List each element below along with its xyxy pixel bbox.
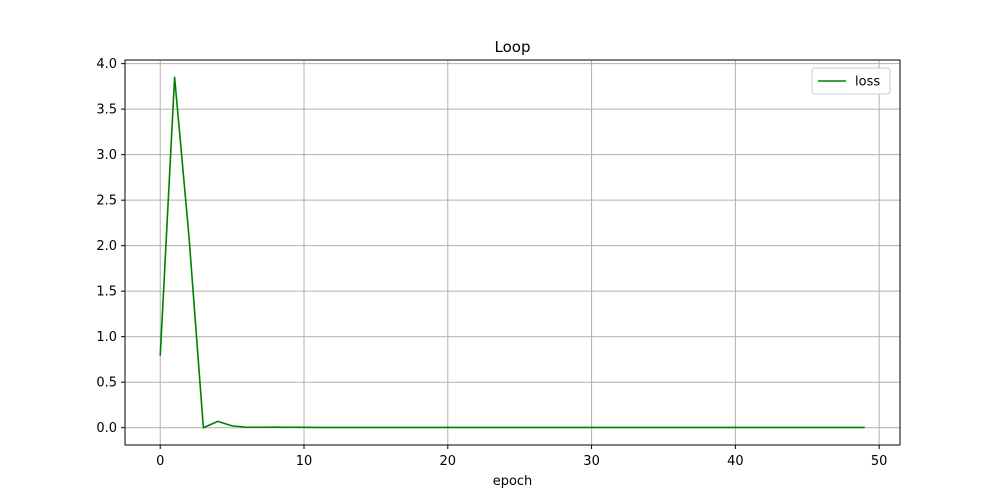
y-tick-label: 0.0 [96,421,117,436]
y-tick-label: 3.5 [96,103,117,118]
x-tick-label: 10 [296,454,313,469]
series-line-loss [159,76,865,429]
grid-lines [125,60,900,445]
y-tick-label: 3.0 [96,148,117,163]
x-tick-label: 0 [156,454,164,469]
y-tick-label: 1.5 [96,285,117,300]
legend-label-loss: loss [855,75,880,90]
x-tick-label: 30 [583,454,600,469]
y-axis-ticks: 0.0 0.5 1.0 1.5 2.0 2.5 3.0 3.5 4.0 [96,57,125,436]
y-tick-label: 1.0 [96,330,117,345]
y-tick-label: 2.5 [96,194,117,209]
plot-area-frame [124,59,901,446]
x-tick-label: 50 [871,454,888,469]
x-tick-label: 40 [727,454,744,469]
x-axis-label: epoch [493,474,533,489]
series-lines [159,76,865,429]
legend: loss [811,67,891,95]
y-tick-label: 2.0 [96,239,117,254]
chart-title: Loop [495,38,531,56]
x-axis-ticks: 0 10 20 30 40 50 [156,445,887,469]
y-tick-label: 0.5 [96,376,117,391]
legend-box [811,67,891,95]
x-tick-label: 20 [440,454,457,469]
y-tick-label: 4.0 [96,57,117,72]
